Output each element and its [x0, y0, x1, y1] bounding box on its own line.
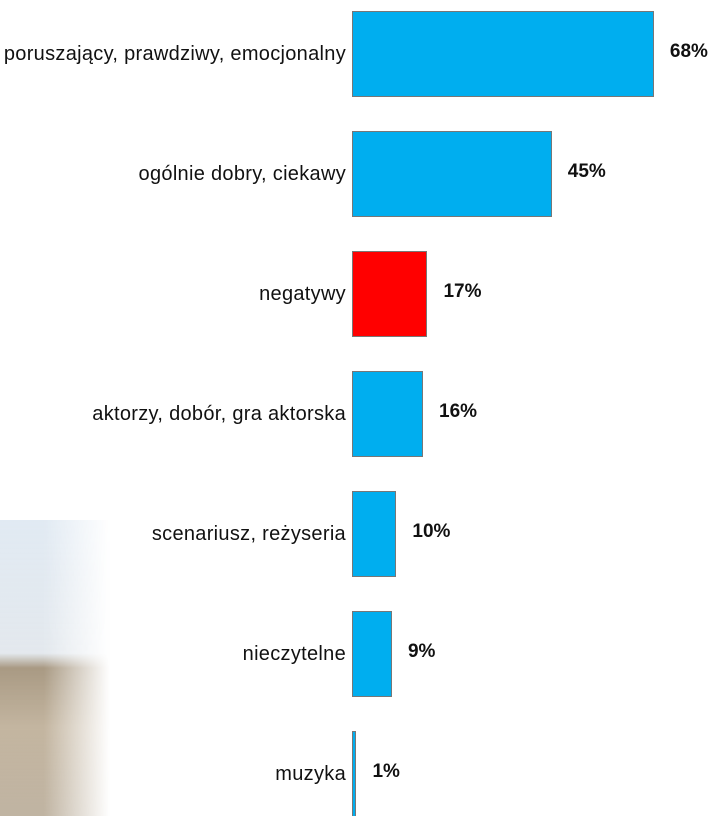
- category-label: nieczytelne: [242, 643, 346, 665]
- bar: [352, 131, 552, 217]
- bar: [352, 731, 357, 816]
- value-label: 17%: [443, 281, 482, 302]
- category-label: scenariusz, reżyseria: [151, 523, 346, 545]
- value-label: 45%: [567, 161, 606, 182]
- bar: [352, 251, 428, 337]
- bar: [352, 491, 397, 577]
- category-label: poruszający, prawdziwy, emocjonalny: [3, 43, 346, 65]
- category-label: negatywy: [259, 283, 346, 305]
- value-label: 9%: [407, 641, 436, 662]
- category-label: aktorzy, dobór, gra aktorska: [92, 403, 346, 425]
- value-label: 68%: [669, 41, 708, 62]
- bar: [352, 611, 392, 697]
- category-label: ogólnie dobry, ciekawy: [138, 163, 346, 185]
- bar: [352, 371, 424, 457]
- bar: [352, 11, 654, 97]
- value-label: 1%: [372, 761, 400, 782]
- value-label: 10%: [412, 521, 451, 542]
- category-label: muzyka: [275, 763, 346, 785]
- background-photo: [0, 520, 110, 816]
- value-label: 16%: [439, 401, 478, 422]
